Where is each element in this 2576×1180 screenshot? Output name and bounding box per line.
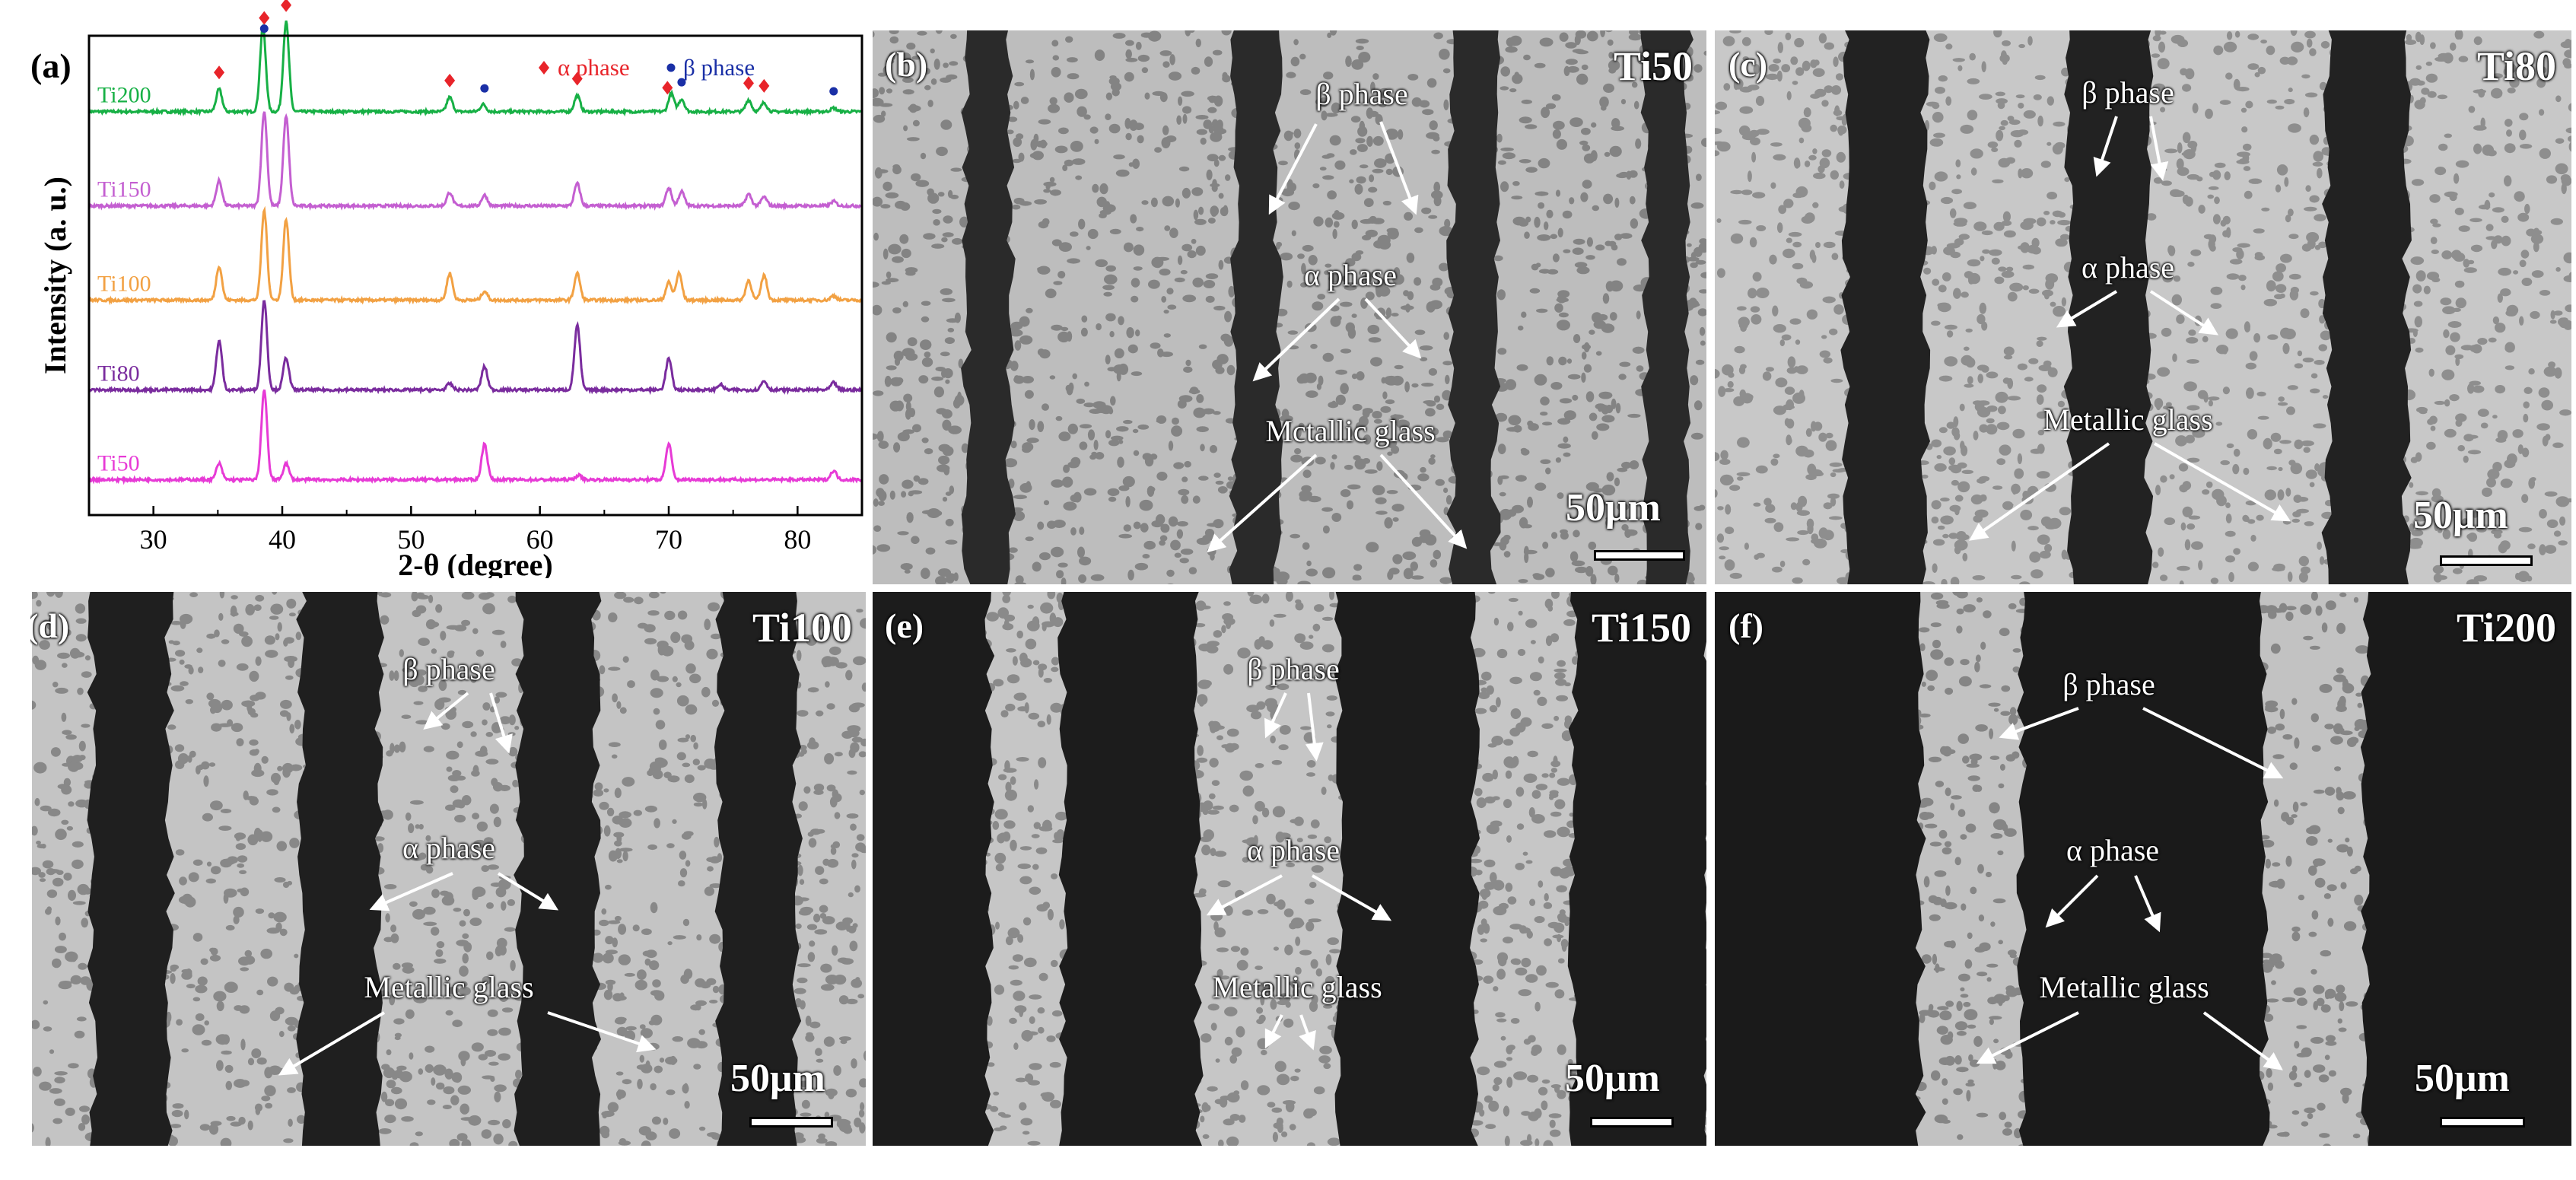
beta-marker <box>480 84 489 93</box>
alpha-phase-label: α phase <box>2066 833 2160 867</box>
legend-alpha-marker <box>539 61 549 75</box>
x-tick-label: 50 <box>397 524 425 555</box>
scale-bar <box>749 1117 833 1128</box>
beta-marker <box>677 78 686 87</box>
x-tick-label: 40 <box>269 524 296 555</box>
sem-image-f <box>1713 590 2573 1147</box>
panel-label: (e) <box>885 606 924 645</box>
glass-label: Metallic glass <box>2043 402 2213 437</box>
scale-bar-label: 50μm <box>1565 1057 1660 1100</box>
alpha-marker <box>259 11 270 25</box>
beta-phase-label: β phase <box>1315 77 1408 111</box>
glass-stripe <box>1567 590 1708 1147</box>
beta-marker <box>259 24 269 33</box>
series-line-ti150 <box>87 111 862 212</box>
series-label-ti150: Ti150 <box>97 177 151 202</box>
glass-stripe <box>1057 590 1204 1147</box>
glass-label: Metallic glass <box>1212 970 1382 1004</box>
chart-frame <box>87 34 863 517</box>
glass-stripe <box>714 590 803 1147</box>
legend-alpha-label: α phase <box>558 54 630 81</box>
series-label-ti50: Ti50 <box>97 451 140 476</box>
beta-phase-label: β phase <box>1247 652 1340 686</box>
sample-tag: Ti50 <box>1613 43 1693 89</box>
sem-panel-e: (e) Ti150 β phase α phase Metallic glass… <box>871 590 1708 1147</box>
glass-stripe <box>1640 29 1693 586</box>
x-axis-label: 2-θ (degree) <box>398 548 552 578</box>
glass-stripe <box>1713 590 1926 1147</box>
glass-stripe <box>871 590 995 1147</box>
scale-bar-label: 50μm <box>1566 486 1661 530</box>
x-tick-label: 70 <box>655 524 682 555</box>
sem-panel-d: (d) Ti100 β phase α phase Metallic glass… <box>30 590 867 1147</box>
sample-tag: Ti80 <box>2476 43 2556 89</box>
series-line-ti100 <box>88 205 863 306</box>
alpha-phase-label: α phase <box>2081 250 2175 285</box>
beta-phase-label: β phase <box>2062 667 2155 701</box>
alpha-marker <box>281 0 292 12</box>
y-axis-label: Intensity (a. u.) <box>38 177 72 374</box>
glass-stripe <box>514 590 602 1147</box>
glass-stripe <box>1334 590 1480 1147</box>
glass-label: Metallic glass <box>2039 970 2209 1004</box>
sem-image-c <box>1713 29 2573 586</box>
scale-bar <box>1590 1117 1674 1128</box>
xrd-chart: Ti200 Ti150 Ti100 Ti80 Ti50 α phase β phase 30 4… <box>30 0 863 578</box>
alpha-marker <box>758 78 770 93</box>
scale-bar-label: 50μm <box>730 1057 825 1100</box>
x-tick-label: 60 <box>526 524 554 555</box>
panel-label: (d) <box>30 606 70 645</box>
x-tick-label: 30 <box>140 524 167 555</box>
sample-tag: Ti150 <box>1591 605 1691 650</box>
scale-bar-label: 50μm <box>2413 494 2508 537</box>
series-line-ti50 <box>87 389 863 485</box>
alpha-phase-label: α phase <box>1246 833 1340 867</box>
series-line-ti200 <box>87 20 862 117</box>
glass-stripe <box>296 590 384 1147</box>
glass-stripe <box>87 590 175 1147</box>
xrd-chart-panel: Ti200 Ti150 Ti100 Ti80 Ti50 α phase β phase 30 4… <box>0 0 867 578</box>
panel-label: (b) <box>885 45 928 84</box>
sem-panel-b: (b) Ti50 β phase α phase Mctallic glass … <box>871 29 1708 586</box>
alpha-marker <box>571 72 583 86</box>
beta-phase-label: β phase <box>2081 75 2174 110</box>
sem-panel-c: (c) Ti80 β phase α phase Metallic glass … <box>1713 29 2573 586</box>
scale-bar <box>1594 550 1685 561</box>
x-tick-label: 80 <box>784 524 811 555</box>
sem-image-d <box>30 590 867 1147</box>
series-line-ti80 <box>87 300 863 396</box>
beta-marker <box>829 87 838 96</box>
alpha-phase-label: α phase <box>402 831 496 865</box>
alpha-marker <box>214 65 225 80</box>
series-label-ti80: Ti80 <box>97 361 140 386</box>
alpha-phase-label: α phase <box>1303 258 1398 292</box>
glass-label: Metallic glass <box>364 970 534 1004</box>
alpha-marker <box>444 73 456 87</box>
glass-stripe <box>961 29 1016 586</box>
sample-tag: Ti200 <box>2456 605 2556 650</box>
sem-panel-f: (f) Ti200 β phase α phase Metallic glass… <box>1713 590 2573 1147</box>
panel-label: (f) <box>1728 606 1763 645</box>
legend-beta-marker <box>666 63 676 72</box>
glass-stripe <box>2360 590 2573 1147</box>
sample-tag: Ti100 <box>752 605 852 650</box>
sem-image-e <box>871 590 1708 1147</box>
glass-stripe <box>1840 29 1931 586</box>
scale-bar <box>2440 1117 2525 1128</box>
series-label-ti100: Ti100 <box>97 272 151 297</box>
glass-label: Mctallic glass <box>1265 414 1436 448</box>
panel-label: (c) <box>1728 45 1768 84</box>
glass-stripe <box>2063 29 2154 586</box>
glass-stripe <box>1446 29 1501 586</box>
glass-stripe <box>2321 29 2412 586</box>
beta-phase-label: β phase <box>402 652 495 686</box>
scale-bar <box>2440 555 2533 566</box>
alpha-marker <box>662 81 673 95</box>
panel-label: (a) <box>30 46 72 85</box>
legend-beta-label: β phase <box>683 54 755 81</box>
alpha-marker <box>743 76 754 91</box>
series-label-ti200: Ti200 <box>97 83 151 108</box>
scale-bar-label: 50μm <box>2415 1057 2510 1100</box>
